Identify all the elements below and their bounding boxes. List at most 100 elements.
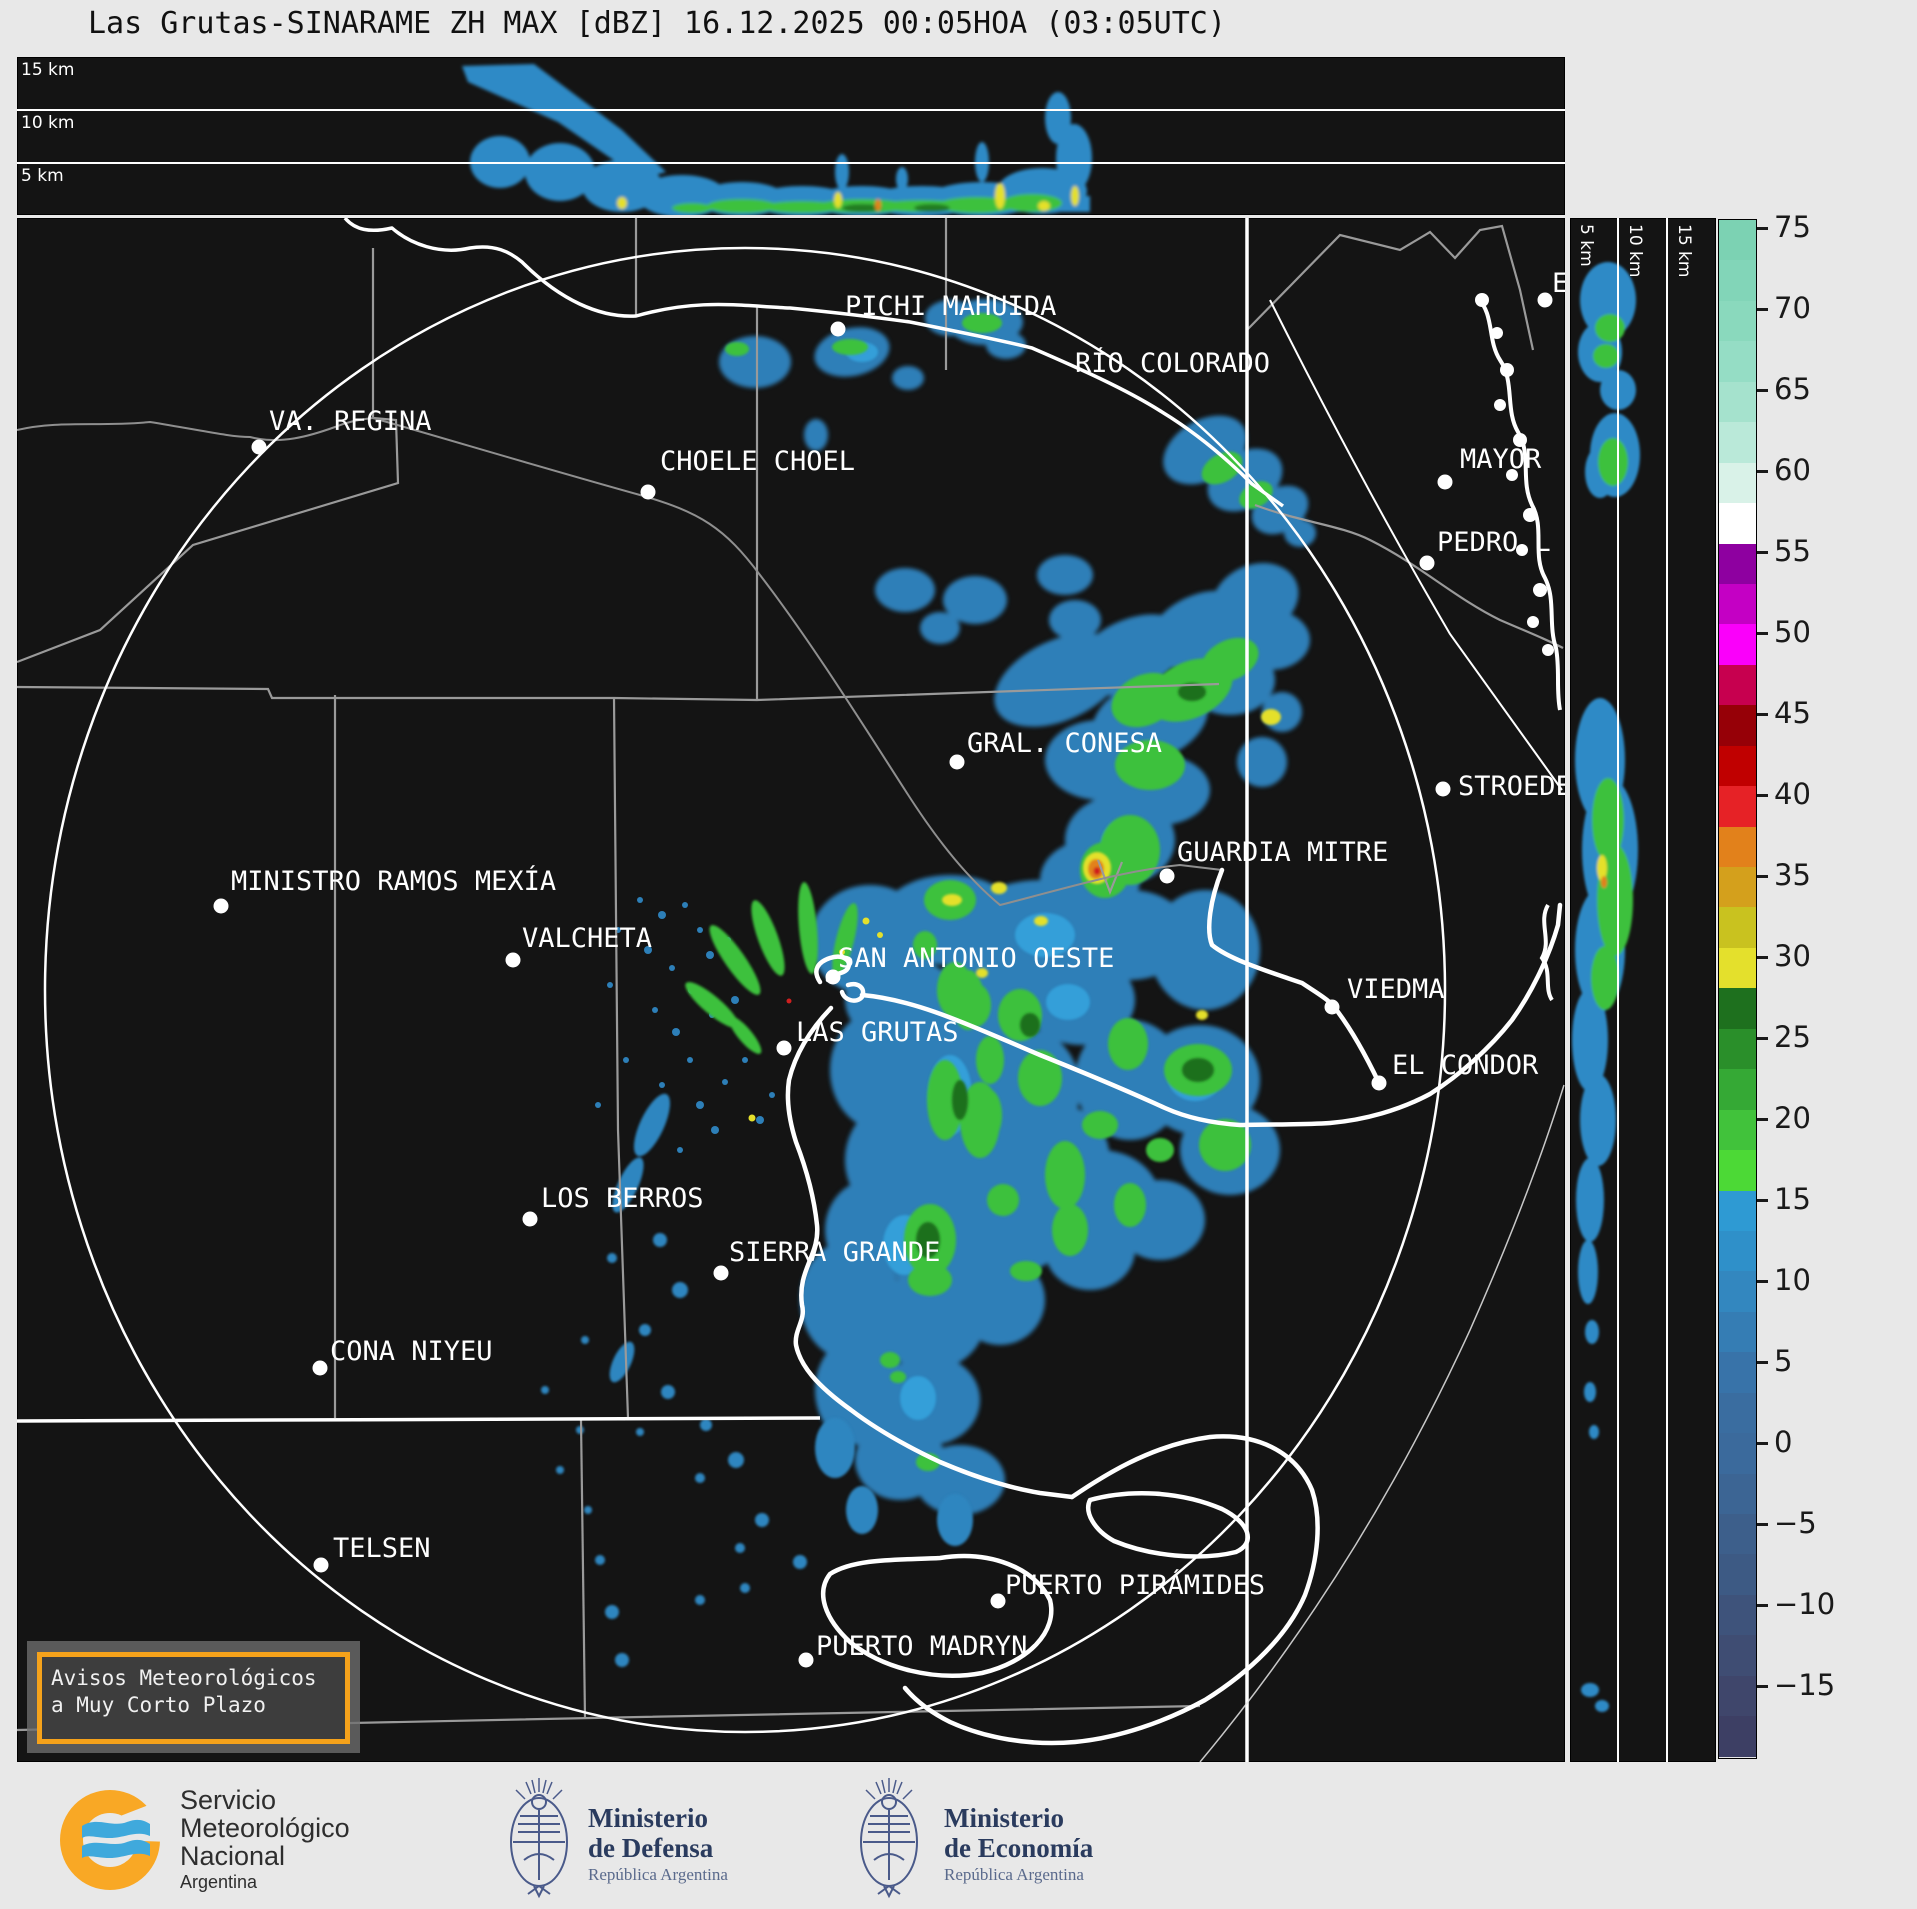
map-graphic: PICHI MAHUIDA RÍO COLORADO VA. REGINA CHOEL… (17, 218, 1565, 1762)
colorbar-tick (1757, 1603, 1768, 1607)
se-graticule-line (1199, 1084, 1565, 1762)
city-dot (1159, 868, 1175, 884)
city-label: EL CONDOR (1392, 1050, 1539, 1081)
defensa-wordmark: Ministerio de Defensa República Argentin… (588, 1803, 728, 1884)
colorbar-segment (1719, 1554, 1756, 1595)
colorbar-segment (1719, 1594, 1756, 1636)
colorbar-tick-label: 45 (1774, 696, 1811, 730)
colorbar-segment (1719, 1271, 1756, 1312)
colorbar-segment (1719, 381, 1756, 423)
city-label: STROEDE (1458, 771, 1565, 802)
colorbar-tick (1757, 955, 1768, 959)
colorbar-tick (1757, 388, 1768, 392)
colorbar-segment (1719, 1433, 1756, 1474)
city-markers: PICHI MAHUIDA RÍO COLORADO VA. REGINA CHOEL… (213, 268, 1565, 1668)
city-label: TELSEN (333, 1533, 431, 1564)
city-label: SAN ANTONIO OESTE (838, 943, 1114, 974)
colorbar-segment (1719, 867, 1756, 908)
ne-straight-border (1269, 299, 1563, 791)
colorbar-segment (1719, 1311, 1756, 1353)
city-label: LAS GRUTAS (796, 1017, 959, 1048)
city-label: VALCHETA (522, 923, 652, 954)
dbz-colorbar (1718, 219, 1757, 1759)
radar-echo-strong-cores (916, 683, 1281, 1258)
colorbar-tick-label: −15 (1774, 1668, 1836, 1702)
warning-stamp-text: Avisos Meteorológicos a Muy Corto Plazo (37, 1652, 350, 1744)
city-dot (312, 1360, 328, 1376)
colorbar-tick (1757, 1684, 1768, 1688)
city-dot (1437, 474, 1453, 490)
colorbar-segment (1719, 1473, 1756, 1514)
colorbar-segment (1719, 988, 1756, 1029)
radar-clutter-flecks (748, 917, 883, 1122)
city-dot (505, 952, 521, 968)
rio-colorado-river (343, 218, 1285, 508)
right-panel-5km-label: 5 km (1576, 224, 1596, 267)
economia-wordmark: Ministerio de Economía República Argenti… (944, 1803, 1094, 1884)
rio-negro-river (17, 416, 1223, 907)
colorbar-segment (1719, 1069, 1756, 1110)
colorbar-tick-label: 75 (1774, 210, 1811, 244)
colorbar-segment (1719, 907, 1756, 948)
colorbar-tick (1757, 1117, 1768, 1121)
colorbar-segment (1719, 220, 1756, 261)
city-dot (713, 1265, 729, 1281)
city-dot (830, 321, 846, 337)
city-dot (776, 1040, 792, 1056)
ne-delta-blobs (1475, 293, 1554, 656)
city-label: PICHI MAHUIDA (845, 291, 1056, 322)
colorbar-tick (1757, 307, 1768, 311)
top-cross-section-graphic (17, 64, 1565, 215)
colorbar-segment (1719, 1230, 1756, 1272)
city-dot (1371, 1075, 1387, 1091)
product-title: Las Grutas-SINARAME ZH MAX [dBZ] 16.12.2… (88, 6, 1226, 41)
colorbar-tick-label: 25 (1774, 1020, 1811, 1054)
colorbar-tick-label: 10 (1774, 1263, 1811, 1297)
colorbar-segment (1719, 1150, 1756, 1191)
city-label: MINISTRO RAMOS MEXÍA (231, 865, 556, 897)
colorbar-tick-label: 70 (1774, 291, 1811, 325)
colorbar-segment (1719, 260, 1756, 301)
colorbar-tick (1757, 874, 1768, 878)
colorbar-tick (1757, 226, 1768, 230)
top-panel-5km-label: 5 km (21, 166, 64, 186)
colorbar-segment (1719, 745, 1756, 787)
city-label: LOS BERROS (541, 1183, 704, 1214)
city-dot (825, 969, 841, 985)
city-label: VIEDMA (1347, 974, 1445, 1005)
radar-range-ring (43, 246, 1447, 1734)
colorbar-tick-label: 65 (1774, 372, 1811, 406)
warning-stamp-box: Avisos Meteorológicos a Muy Corto Plazo (27, 1641, 360, 1753)
colorbar-segment (1719, 664, 1756, 706)
top-panel-10km-label: 10 km (21, 113, 75, 133)
city-dot (949, 754, 965, 770)
colorbar-tick-label: 0 (1774, 1425, 1793, 1459)
colorbar-tick-label: 20 (1774, 1101, 1811, 1135)
radar-echo-south-trail (541, 1093, 973, 1667)
colorbar-segment (1719, 1190, 1756, 1231)
city-label: PUERTO PIRÁMIDES (1005, 1569, 1265, 1601)
city-dot (1419, 555, 1435, 571)
city-dot (1537, 292, 1553, 308)
colorbar-tick-label: 60 (1774, 453, 1811, 487)
colorbar-segment (1719, 1514, 1756, 1555)
colorbar-tick (1757, 793, 1768, 797)
top-panel-15km-label: 15 km (21, 60, 75, 80)
colorbar-tick (1757, 1198, 1768, 1202)
right-panel-10km-label: 10 km (1625, 224, 1645, 278)
colorbar-segment (1719, 624, 1756, 665)
colorbar-segment (1719, 1675, 1756, 1717)
city-label: PUERTO MADRYN (816, 1631, 1027, 1662)
colorbar-segment (1719, 503, 1756, 544)
colorbar-tick (1757, 712, 1768, 716)
city-dot (798, 1652, 814, 1668)
province-borders (17, 218, 1564, 1732)
colorbar-segment (1719, 462, 1756, 504)
colorbar-tick (1757, 1441, 1768, 1445)
colorbar-tick-label: 55 (1774, 534, 1811, 568)
colorbar-tick-label: −5 (1774, 1506, 1817, 1540)
city-dot (990, 1593, 1006, 1609)
colorbar-segment (1719, 341, 1756, 382)
colorbar-segment (1719, 947, 1756, 989)
